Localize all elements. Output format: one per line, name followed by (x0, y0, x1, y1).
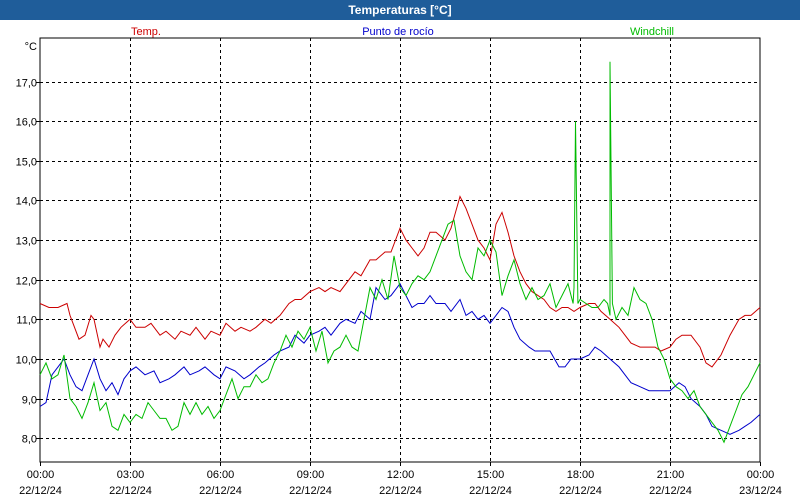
y-tick-label: 12,0 (16, 276, 37, 288)
y-tick-label: 16,0 (16, 117, 37, 129)
y-tick-label: 14,0 (16, 196, 37, 208)
legend-entry: Windchill (630, 26, 674, 38)
series-line-windchill (39, 61, 761, 444)
series-lines (39, 61, 761, 444)
legend-entry: Punto de rocío (362, 26, 434, 38)
series-line-temp- (39, 195, 761, 368)
x-tick-date-label: 22/12/24 (379, 485, 422, 497)
x-tick-time-label: 21:00 (657, 469, 685, 481)
y-tick-label: 17,0 (16, 78, 37, 90)
x-tick-date-label: 22/12/24 (469, 485, 512, 497)
grid (40, 38, 760, 462)
y-tick-label: 9,0 (22, 395, 37, 407)
x-tick-date-label: 22/12/24 (19, 485, 62, 497)
x-tick-time-label: 12:00 (387, 469, 415, 481)
y-tick-label: 10,0 (16, 355, 37, 367)
y-tick-label: 15,0 (16, 157, 37, 169)
x-tick-time-label: 09:00 (297, 469, 325, 481)
x-tick-time-label: 18:00 (567, 469, 595, 481)
y-unit-label: °C (25, 41, 37, 53)
y-tick-label: 11,0 (16, 315, 37, 327)
legend: Temp. Punto de rocío Windchill (131, 26, 674, 38)
y-tick-label: 8,0 (22, 434, 37, 446)
temperature-chart: 8,0 9,0 10,0 11,0 12,0 13,0 14,0 15,0 16,0 17,0 °C… (16, 26, 782, 497)
x-tick-date-label: 23/12/24 (739, 485, 782, 497)
x-tick-date-label: 22/12/24 (559, 485, 602, 497)
x-tick-date-label: 22/12/24 (649, 485, 692, 497)
y-tick-label: 13,0 (16, 236, 37, 248)
legend-entry: Temp. (131, 26, 161, 38)
x-tick-time-label: 15:00 (477, 469, 505, 481)
axes: 8,0 9,0 10,0 11,0 12,0 13,0 14,0 15,0 16,0 17,0 °C… (16, 37, 782, 497)
series-line-punto-de-roc-o (39, 282, 761, 435)
x-tick-time-label: 00:00 (27, 469, 55, 481)
x-tick-date-label: 22/12/24 (199, 485, 242, 497)
x-tick-date-label: 22/12/24 (289, 485, 332, 497)
x-tick-time-label: 00:00 (747, 469, 775, 481)
window-title: Temperaturas [°C] (0, 0, 800, 20)
x-tick-time-label: 06:00 (207, 469, 235, 481)
x-tick-date-label: 22/12/24 (109, 485, 152, 497)
x-tick-time-label: 03:00 (117, 469, 145, 481)
